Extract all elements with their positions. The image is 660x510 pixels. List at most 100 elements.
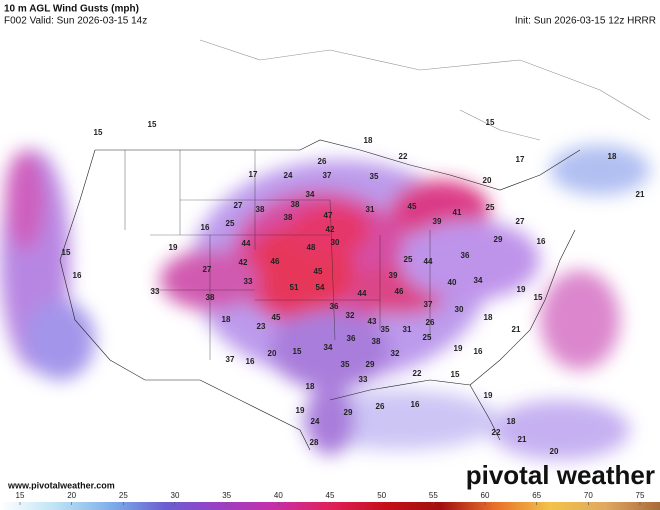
gust-label: 30 (331, 238, 340, 247)
gust-label: 45 (314, 267, 323, 276)
colorbar-tick-label: 65 (532, 491, 541, 500)
canada-coast (199, 39, 651, 141)
gust-label: 29 (344, 408, 353, 417)
colorbar-tick-label: 25 (119, 491, 128, 500)
gust-label: 43 (368, 317, 377, 326)
gust-label: 35 (370, 172, 379, 181)
gust-label: 45 (408, 202, 417, 211)
gust-label: 32 (346, 311, 355, 320)
gust-label: 27 (516, 217, 525, 226)
gust-label: 27 (234, 201, 243, 210)
gust-label: 38 (284, 213, 293, 222)
colorbar-tick-label: 55 (429, 491, 438, 500)
gust-label: 18 (507, 417, 516, 426)
gust-label: 29 (366, 360, 375, 369)
gust-label: 44 (242, 239, 251, 248)
colorbar-tick-label: 20 (67, 491, 76, 500)
gust-label: 17 (516, 155, 525, 164)
gust-label: 37 (226, 355, 235, 364)
gust-label: 36 (347, 334, 356, 343)
gust-label: 25 (226, 219, 235, 228)
gust-label: 29 (494, 235, 503, 244)
gust-label: 18 (222, 315, 231, 324)
gust-label: 31 (403, 325, 412, 334)
gust-label: 54 (316, 283, 325, 292)
gust-label: 42 (326, 225, 335, 234)
gust-label: 21 (636, 190, 645, 199)
gust-label: 18 (484, 313, 493, 322)
gust-label: 20 (268, 349, 277, 358)
gust-label: 23 (257, 322, 266, 331)
gust-label: 19 (169, 243, 178, 252)
gust-label: 27 (203, 265, 212, 274)
gust-label: 15 (148, 120, 157, 129)
gust-label: 25 (423, 333, 432, 342)
gust-label: 34 (306, 190, 315, 199)
gust-label: 35 (381, 325, 390, 334)
gust-label: 45 (272, 313, 281, 322)
colorbar-tick-label: 40 (274, 491, 283, 500)
gust-label: 33 (151, 287, 160, 296)
gust-label: 21 (518, 435, 527, 444)
url: www.pivotalweather.com (7, 480, 115, 490)
gust-label: 19 (484, 391, 493, 400)
gust-label: 15 (62, 248, 71, 257)
valid-time: F002 Valid: Sun 2026-03-15 14z (4, 16, 147, 27)
gust-label: 15 (451, 370, 460, 379)
gust-label: 26 (376, 402, 385, 411)
gust-label: 39 (389, 271, 398, 280)
gust-label: 51 (290, 283, 299, 292)
gust-label: 46 (271, 257, 280, 266)
gust-label: 28 (310, 438, 319, 447)
brand: pivotal weather (466, 460, 655, 490)
gust-label: 36 (330, 302, 339, 311)
colorbar-tick-label: 60 (481, 491, 490, 500)
gust-label: 16 (411, 400, 420, 409)
gust-label: 30 (455, 305, 464, 314)
gust-label: 24 (284, 171, 293, 180)
colorbar-ticks: 15 20 25 30 35 40 45 50 55 60 65 70 75 (16, 491, 645, 505)
gust-label: 39 (433, 217, 442, 226)
gust-label: 22 (413, 369, 422, 378)
gust-label: 16 (73, 271, 82, 280)
gust-label: 15 (486, 118, 495, 127)
title: 10 m AGL Wind Gusts (mph) (4, 4, 139, 15)
state-lines (124, 150, 431, 360)
gust-label: 32 (391, 349, 400, 358)
gust-label: 22 (492, 428, 501, 437)
colorbar-tick-label: 70 (584, 491, 593, 500)
gust-label: 16 (474, 347, 483, 356)
gust-label: 48 (307, 243, 316, 252)
gust-label: 33 (359, 375, 368, 384)
init-time: Init: Sun 2026-03-15 12z HRRR (515, 16, 656, 27)
gust-label: 26 (426, 318, 435, 327)
gust-label: 42 (239, 258, 248, 267)
gust-label: 25 (486, 203, 495, 212)
gust-label: 16 (246, 357, 255, 366)
gust-label: 41 (453, 208, 462, 217)
gust-label: 15 (534, 293, 543, 302)
gust-label: 24 (311, 417, 320, 426)
gust-label: 34 (324, 343, 333, 352)
gust-label: 19 (296, 406, 305, 415)
gust-label: 22 (399, 152, 408, 161)
gust-field (0, 145, 650, 460)
gust-label: 17 (249, 170, 258, 179)
gust-label: 38 (291, 200, 300, 209)
gust-label: 44 (424, 257, 433, 266)
gust-label: 25 (404, 255, 413, 264)
gust-label: 20 (483, 176, 492, 185)
gust-label: 38 (206, 293, 215, 302)
gust-label: 21 (512, 325, 521, 334)
colorbar-tick-label: 50 (377, 491, 386, 500)
gust-label: 34 (474, 276, 483, 285)
boundaries (59, 139, 581, 451)
gust-label: 37 (323, 171, 332, 180)
gust-label: 20 (550, 447, 559, 456)
gust-label: 46 (395, 287, 404, 296)
gust-label: 15 (293, 347, 302, 356)
gust-label: 18 (364, 136, 373, 145)
